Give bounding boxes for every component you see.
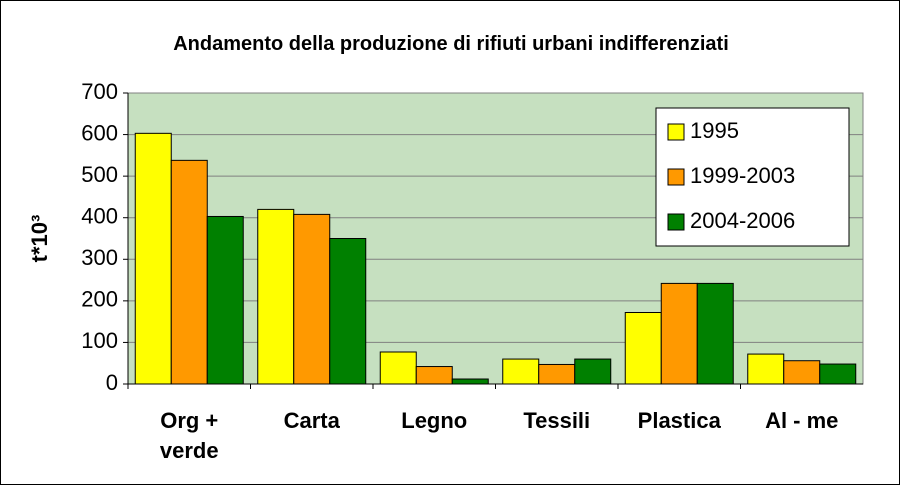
legend-swatch (667, 123, 685, 141)
x-tick-label: Legno (401, 408, 468, 433)
bar (206, 215, 244, 385)
bar (747, 353, 785, 385)
legend-label: 2004-2006 (690, 208, 795, 233)
y-tick-label: 700 (81, 79, 118, 104)
bar (624, 311, 662, 385)
legend-label: 1999-2003 (690, 163, 795, 188)
chart-title: Andamento della produzione di rifiuti ur… (173, 33, 729, 55)
y-tick-label: 0 (106, 370, 118, 395)
bar (170, 159, 208, 385)
bar (538, 363, 576, 385)
y-tick-label: 100 (81, 328, 118, 353)
x-tick-label: Tessili (523, 408, 591, 433)
y-tick-label: 300 (81, 245, 118, 270)
bar (819, 363, 857, 385)
bar (660, 282, 698, 385)
bar (329, 238, 367, 385)
legend-swatch (667, 213, 685, 231)
legend (655, 107, 850, 247)
bar (502, 358, 540, 385)
x-tick-label: Carta (283, 408, 340, 433)
x-tick-label: Plastica (637, 408, 721, 433)
legend-label: 1995 (690, 118, 739, 143)
bar (379, 351, 417, 385)
bar (257, 208, 295, 385)
y-tick-label: 500 (81, 162, 118, 187)
x-tick-label: Al - me (765, 408, 839, 433)
bar (574, 358, 612, 385)
bar (293, 213, 331, 385)
y-axis-label: t*10³ (27, 215, 52, 263)
y-tick-label: 400 (81, 204, 118, 229)
legend-swatch (667, 168, 685, 186)
y-tick-label: 600 (81, 120, 118, 145)
bar (696, 282, 734, 385)
bar (451, 378, 489, 385)
bar (134, 132, 172, 385)
bar (783, 360, 821, 385)
x-tick-label: Org + verde (159, 408, 219, 463)
y-tick-label: 200 (81, 287, 118, 312)
bar (415, 366, 453, 385)
